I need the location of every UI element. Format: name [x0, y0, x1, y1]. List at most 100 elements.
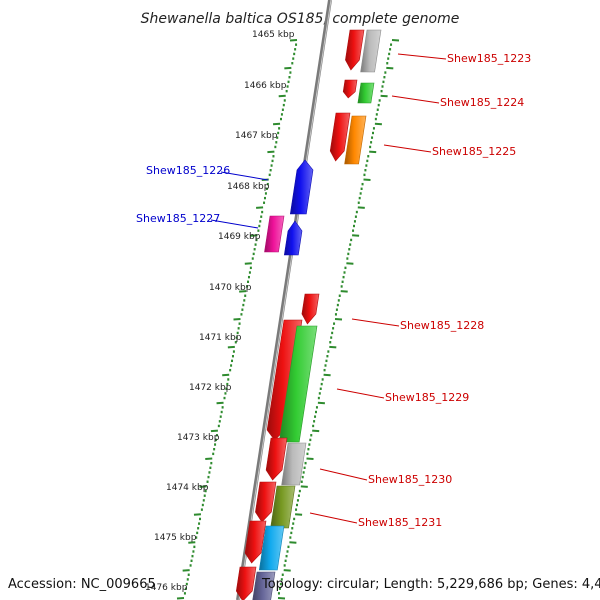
left-scale-minor-tick — [280, 113, 283, 116]
left-scale-minor-tick — [186, 578, 189, 581]
right-scale-minor-tick — [357, 201, 360, 204]
left-scale-minor-tick — [263, 196, 266, 200]
right-scale-minor-tick — [365, 164, 368, 167]
right-scale-minor-tick — [318, 392, 321, 395]
left-scale-major-tick — [176, 597, 185, 600]
left-scale-major-tick — [188, 541, 196, 544]
left-scale-minor-tick — [185, 582, 188, 586]
right-scale-minor-tick — [325, 359, 328, 363]
right-scale-major-tick — [306, 457, 314, 460]
left-scale-major-tick — [233, 318, 241, 321]
left-scale-major-tick — [182, 569, 190, 572]
reverse-label-leader — [351, 318, 400, 327]
right-scale-minor-tick — [315, 406, 318, 409]
left-scale-major-tick — [267, 150, 275, 154]
right-scale-minor-tick — [330, 336, 333, 339]
right-scale-minor-tick — [338, 294, 341, 297]
right-scale-minor-tick — [317, 396, 320, 400]
right-scale-major-tick — [283, 569, 291, 572]
right-scale-minor-tick — [296, 503, 298, 507]
left-scale-minor-tick — [230, 364, 233, 367]
right-scale-minor-tick — [389, 48, 392, 51]
right-scale-minor-tick — [310, 434, 313, 437]
left-scale-minor-tick — [261, 210, 264, 214]
right-scale-minor-tick — [382, 80, 385, 84]
right-scale-minor-tick — [334, 313, 337, 316]
gene-1224b-block — [357, 82, 375, 104]
left-scale-minor-tick — [227, 378, 230, 381]
right-scale-minor-tick — [307, 448, 310, 451]
left-scale-major-tick — [272, 122, 281, 126]
left-scale-minor-tick — [189, 564, 192, 567]
right-scale-minor-tick — [333, 322, 336, 325]
right-scale-minor-tick — [367, 155, 370, 158]
left-scale-minor-tick — [255, 238, 258, 242]
gene-1232-arrow — [244, 520, 267, 564]
left-scale-major-tick — [216, 401, 224, 405]
gene-1225-arrow — [329, 112, 351, 162]
right-scale-minor-tick — [309, 438, 312, 442]
right-scale-minor-tick — [347, 252, 350, 256]
left-scale-minor-tick — [275, 141, 278, 144]
right-scale-minor-tick — [371, 136, 374, 139]
right-scale-minor-tick — [283, 564, 286, 567]
left-scale-minor-tick — [266, 182, 269, 186]
gene-1226-arrow — [289, 159, 314, 215]
right-scale-minor-tick — [332, 327, 335, 330]
right-scale-minor-tick — [370, 141, 373, 144]
left-scale-minor-tick — [208, 471, 211, 474]
gene-features — [235, 29, 382, 600]
genome-backbone — [236, 0, 332, 600]
kbp-labels: 1465 kbp 1466 kbp 1467 kbp 1468 kbp 1469 kbp… — [145, 30, 295, 593]
left-scale-minor-tick — [257, 229, 260, 232]
left-scale-minor-tick — [247, 280, 250, 283]
forward-gene-label: Shew185_1226 — [146, 164, 230, 177]
left-scale-minor-tick — [221, 406, 224, 409]
left-scale-minor-tick — [215, 434, 218, 437]
right-scale-minor-tick — [327, 350, 330, 353]
right-scale-minor-tick — [290, 531, 293, 535]
left-scale-minor-tick — [247, 275, 250, 279]
right-scale-minor-tick — [366, 159, 369, 163]
left-scale-minor-tick — [279, 117, 282, 121]
right-scale-major-tick — [295, 513, 303, 516]
right-scale-minor-tick — [304, 461, 307, 465]
reverse-label-leader — [397, 53, 447, 60]
left-scale-minor-tick — [274, 145, 277, 149]
reverse-gene-label: Shew185_1229 — [385, 391, 469, 404]
forward-label-leader — [210, 219, 259, 229]
kbp-label: 1468 kbp — [227, 182, 270, 192]
left-scale-minor-tick — [238, 322, 241, 325]
left-scale-minor-tick — [198, 522, 201, 525]
right-scale-major-tick — [317, 401, 325, 405]
left-scale-minor-tick — [277, 131, 280, 135]
left-scale-minor-tick — [235, 336, 238, 339]
right-scale-minor-tick — [279, 582, 282, 586]
gene-1231-arrow — [255, 481, 277, 523]
gene-1230-arrow — [265, 437, 288, 481]
left-scale-minor-tick — [292, 57, 295, 60]
right-scale-minor-tick — [284, 559, 287, 562]
right-scale-major-tick — [369, 150, 377, 154]
left-scale-major-tick — [256, 206, 264, 209]
left-scale-minor-tick — [193, 545, 196, 549]
gene-1225b-block — [344, 115, 367, 165]
right-scale-minor-tick — [280, 578, 283, 581]
right-scale-minor-tick — [363, 173, 366, 177]
right-scale-minor-tick — [364, 169, 367, 172]
right-scale-minor-tick — [321, 378, 324, 381]
right-scale-minor-tick — [293, 517, 296, 521]
left-scale-minor-tick — [232, 350, 235, 353]
right-scale-minor-tick — [292, 522, 295, 525]
left-scale-major-tick — [222, 373, 230, 377]
left-scale-minor-tick — [210, 461, 213, 465]
left-scale-minor-tick — [229, 368, 232, 372]
kbp-label: 1470 kbp — [209, 283, 252, 293]
left-scale-minor-tick — [200, 508, 203, 511]
gene-1230b-block — [281, 442, 307, 486]
right-scale-major-tick — [329, 345, 337, 349]
left-scale-major-tick — [250, 234, 258, 237]
right-scale-major-tick — [380, 94, 388, 98]
left-scale-minor-tick — [264, 192, 267, 195]
